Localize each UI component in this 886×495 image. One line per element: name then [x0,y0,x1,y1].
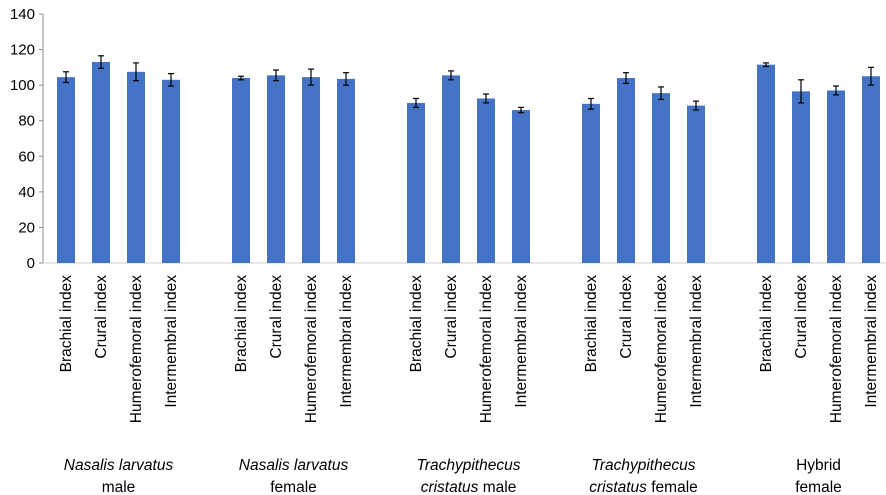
bar [862,76,880,263]
group-label-segment: cristatus [421,479,479,495]
category-label: Intermembral index [688,275,705,408]
bar [827,90,845,263]
y-tick-label: 140 [10,6,35,23]
y-tick-label: 80 [18,113,35,130]
group-label-line: cristatus male [421,479,517,495]
bar [57,77,75,263]
category-label: Humerofemoral index [828,275,845,423]
group-label-line: male [102,479,136,495]
bar [687,105,705,263]
group-label-line: Hybrid [796,457,841,474]
group-label-segment: male [478,479,516,495]
bar [162,79,180,263]
bar [442,75,460,263]
bar [127,71,145,263]
y-tick-label: 0 [27,255,35,272]
bar [477,98,495,263]
group-label-segment: Trachypithecus [592,457,696,474]
group-label-line: cristatus female [589,479,698,495]
y-tick-label: 60 [18,148,35,165]
category-label: Brachial index [758,275,775,373]
bar [652,93,670,264]
bars [57,55,880,264]
group-label-segment: female [270,479,317,495]
category-label: Crural index [93,275,110,359]
category-label: Intermembral index [163,275,180,408]
category-label: Brachial index [58,275,75,373]
axes: 0 20 40 60 80 100 120 140 [10,6,886,272]
bar [582,103,600,263]
category-label: Crural index [793,275,810,359]
bar [757,64,775,263]
category-label: Brachial index [583,275,600,373]
group-label-line: Trachypithecus [592,457,696,474]
group-label-line: Trachypithecus [417,457,521,474]
category-label: Brachial index [233,275,250,373]
group-label-segment: Nasalis larvatus [239,457,349,474]
bar [232,78,250,264]
bar [617,78,635,264]
group-label-line: female [270,479,317,495]
category-label: Humerofemoral index [653,275,670,423]
bar [512,110,530,264]
y-tick-label: 40 [18,184,35,201]
category-label: Humerofemoral index [478,275,495,423]
group-label-segment: Hybrid [796,457,841,474]
bar [267,75,285,263]
y-tick-label: 100 [10,77,35,94]
category-label: Crural index [268,275,285,359]
group-label-segment: female [795,479,842,495]
category-labels: Brachial index Crural index Humerofemoral … [58,275,880,423]
group-label-segment: male [102,479,136,495]
bar [92,62,110,264]
category-label: Humerofemoral index [128,275,145,423]
group-label-line: female [795,479,842,495]
category-label: Humerofemoral index [303,275,320,423]
group-label-segment: female [647,479,698,495]
category-label: Intermembral index [338,275,355,408]
category-label: Intermembral index [863,275,880,408]
group-label-segment: Nasalis larvatus [64,457,174,474]
bar [407,102,425,263]
bar [337,78,355,264]
category-label: Intermembral index [513,275,530,408]
category-label: Crural index [618,275,635,359]
group-label-line: Nasalis larvatus [239,457,349,474]
bar [302,77,320,263]
bar [792,91,810,263]
category-label: Brachial index [408,275,425,373]
y-tick-label: 120 [10,42,35,59]
y-tick-label: 20 [18,219,35,236]
group-label-segment: cristatus [589,479,647,495]
group-label-line: Nasalis larvatus [64,457,174,474]
group-labels: Nasalis larvatus male Nasalis larvatus fema… [64,457,842,495]
group-label-segment: Trachypithecus [417,457,521,474]
category-label: Crural index [443,275,460,359]
